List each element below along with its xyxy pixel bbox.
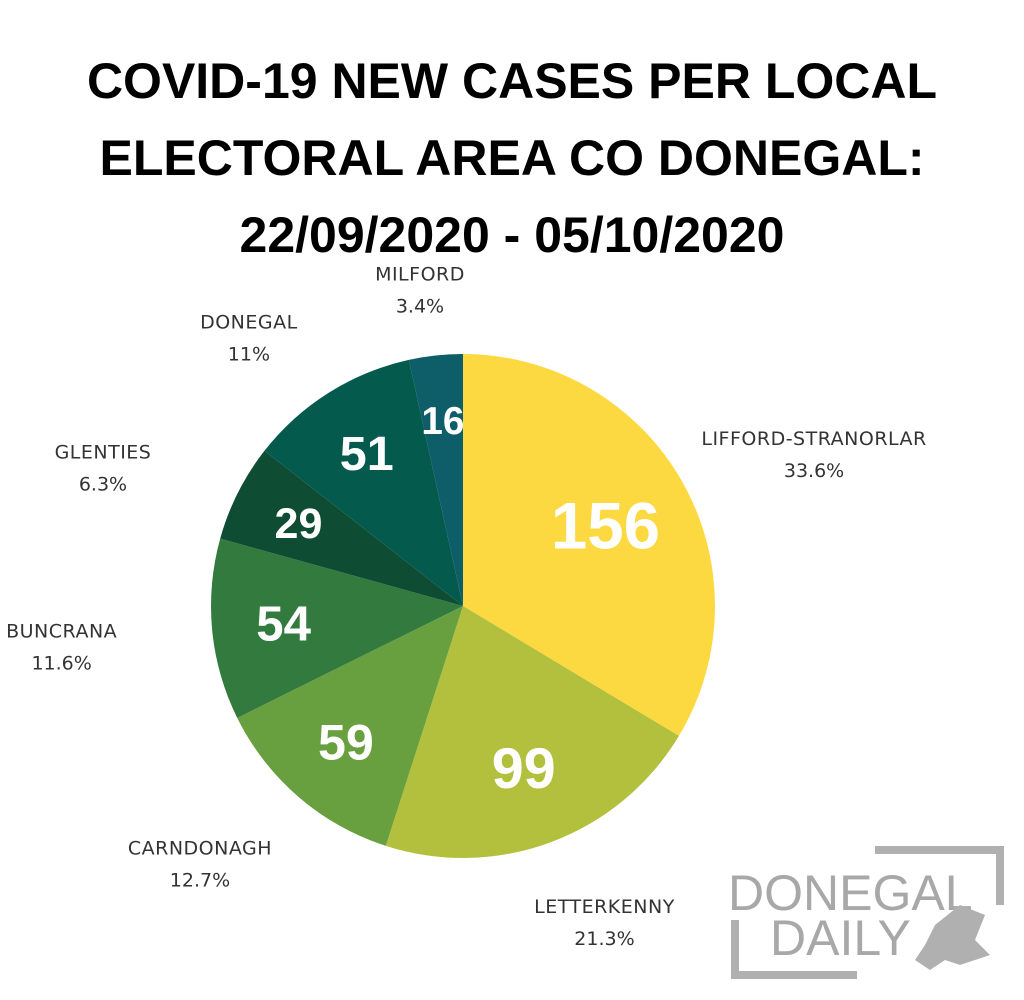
pie-slice	[237, 606, 463, 846]
slice-name: LIFFORD-STRANORLAR	[701, 428, 926, 450]
slice-name: GLENTIES	[55, 442, 152, 464]
slice-name: LETTERKENNY	[534, 896, 675, 918]
share-label: 11%	[228, 343, 270, 365]
logo-map	[915, 905, 990, 970]
value-label: 51	[340, 427, 394, 481]
slice-name: BUNCRANA	[6, 620, 117, 642]
value-label: 16	[421, 400, 464, 443]
value-label: 156	[551, 489, 660, 562]
chart-title: ELECTORAL AREA CO DONEGAL:	[99, 130, 924, 186]
pie-slice	[210, 538, 463, 718]
logo-frame	[731, 846, 1004, 979]
logo-text: DAILY	[770, 910, 911, 966]
chart-title: 22/09/2020 - 05/10/2020	[240, 207, 785, 263]
share-label: 3.4%	[396, 295, 444, 317]
pie-slice	[408, 354, 463, 606]
logo: DONEGAL DAILY	[728, 846, 1004, 979]
share-label: 33.6%	[784, 460, 844, 482]
logo-text: DONEGAL	[728, 865, 973, 921]
pie-slice	[264, 359, 463, 606]
chart-title: COVID-19 NEW CASES PER LOCAL	[87, 53, 937, 109]
slice-name: MILFORD	[375, 263, 465, 285]
pie-slice	[385, 606, 679, 858]
share-label: 12.7%	[170, 869, 230, 891]
value-label: 59	[318, 715, 374, 771]
share-label: 21.3%	[574, 928, 634, 950]
pie-slice	[463, 354, 715, 736]
share-label: 6.3%	[79, 474, 127, 496]
share-label: 11.6%	[31, 652, 91, 674]
slice-name: CARNDONAGH	[128, 837, 272, 859]
value-label: 99	[492, 737, 556, 801]
slice-name: DONEGAL	[200, 311, 298, 333]
value-label: 54	[256, 596, 311, 651]
pie-slice	[220, 450, 463, 606]
value-label: 29	[275, 500, 323, 548]
